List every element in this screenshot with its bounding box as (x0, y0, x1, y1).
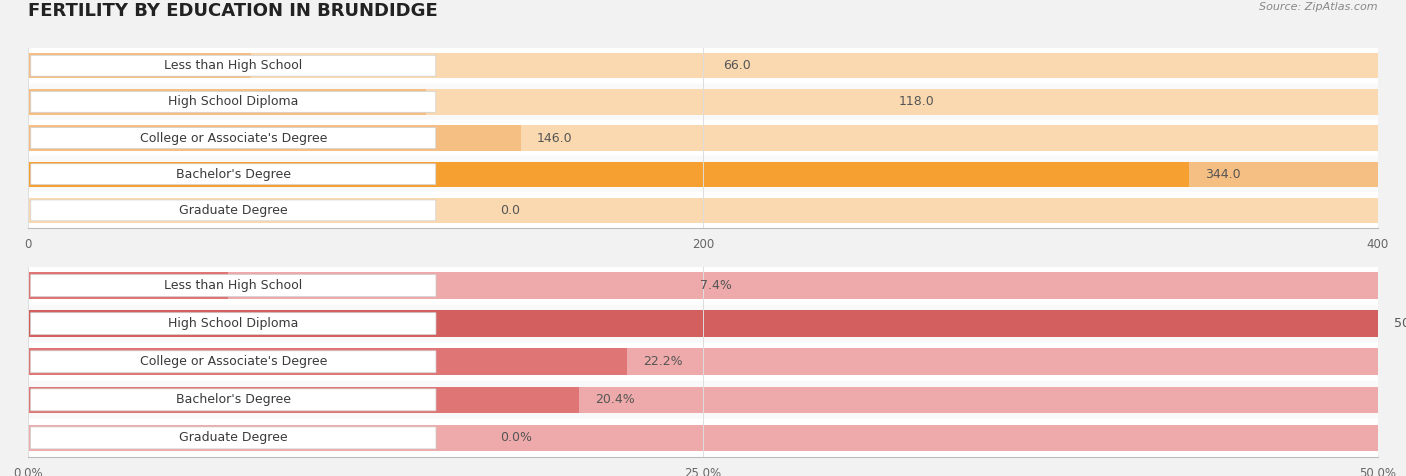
Bar (28, 89, 426, 115)
FancyBboxPatch shape (31, 164, 436, 185)
Bar (28, 156, 1378, 192)
Bar (28, 84, 1378, 120)
Text: 0.0: 0.0 (501, 204, 520, 217)
Bar (28, 272, 1378, 299)
Bar (28, 161, 1189, 187)
Bar (28, 425, 1378, 451)
Text: 344.0: 344.0 (1205, 168, 1240, 181)
FancyBboxPatch shape (31, 313, 436, 335)
Bar (28, 387, 579, 413)
Text: 146.0: 146.0 (537, 131, 572, 145)
FancyBboxPatch shape (31, 91, 436, 112)
Bar (28, 120, 1378, 156)
Bar (28, 381, 1378, 419)
Bar (28, 310, 1378, 337)
Text: High School Diploma: High School Diploma (169, 95, 298, 109)
Bar (28, 125, 1378, 151)
Bar (28, 267, 1378, 305)
Bar (28, 161, 1378, 187)
Text: Graduate Degree: Graduate Degree (179, 431, 288, 445)
FancyBboxPatch shape (31, 128, 436, 149)
Text: College or Associate's Degree: College or Associate's Degree (139, 355, 328, 368)
Bar (28, 343, 1378, 381)
Text: 66.0: 66.0 (723, 59, 751, 72)
Text: Graduate Degree: Graduate Degree (179, 204, 288, 217)
Bar (28, 53, 250, 79)
Text: Source: ZipAtlas.com: Source: ZipAtlas.com (1260, 2, 1378, 12)
FancyBboxPatch shape (31, 351, 436, 373)
Bar (28, 198, 1378, 223)
FancyBboxPatch shape (31, 427, 436, 449)
Text: 22.2%: 22.2% (644, 355, 683, 368)
Text: 0.0%: 0.0% (501, 431, 533, 445)
Text: Bachelor's Degree: Bachelor's Degree (176, 393, 291, 407)
Bar (28, 305, 1378, 343)
FancyBboxPatch shape (31, 389, 436, 411)
Text: 50.0%: 50.0% (1395, 317, 1406, 330)
Bar (28, 53, 1378, 79)
Text: 118.0: 118.0 (898, 95, 935, 109)
FancyBboxPatch shape (31, 200, 436, 221)
Text: High School Diploma: High School Diploma (169, 317, 298, 330)
Bar (28, 89, 1378, 115)
Text: Less than High School: Less than High School (165, 279, 302, 292)
Bar (28, 348, 627, 375)
Bar (28, 48, 1378, 84)
FancyBboxPatch shape (31, 55, 436, 76)
Bar (28, 192, 1378, 228)
Text: FERTILITY BY EDUCATION IN BRUNDIDGE: FERTILITY BY EDUCATION IN BRUNDIDGE (28, 2, 437, 20)
Text: Less than High School: Less than High School (165, 59, 302, 72)
Text: College or Associate's Degree: College or Associate's Degree (139, 131, 328, 145)
Bar (28, 125, 520, 151)
Text: 20.4%: 20.4% (595, 393, 634, 407)
Bar (28, 310, 1378, 337)
Text: 7.4%: 7.4% (700, 279, 733, 292)
Bar (28, 348, 1378, 375)
Bar (28, 272, 228, 299)
Text: Bachelor's Degree: Bachelor's Degree (176, 168, 291, 181)
FancyBboxPatch shape (31, 275, 436, 297)
Bar (28, 419, 1378, 457)
Bar (28, 387, 1378, 413)
